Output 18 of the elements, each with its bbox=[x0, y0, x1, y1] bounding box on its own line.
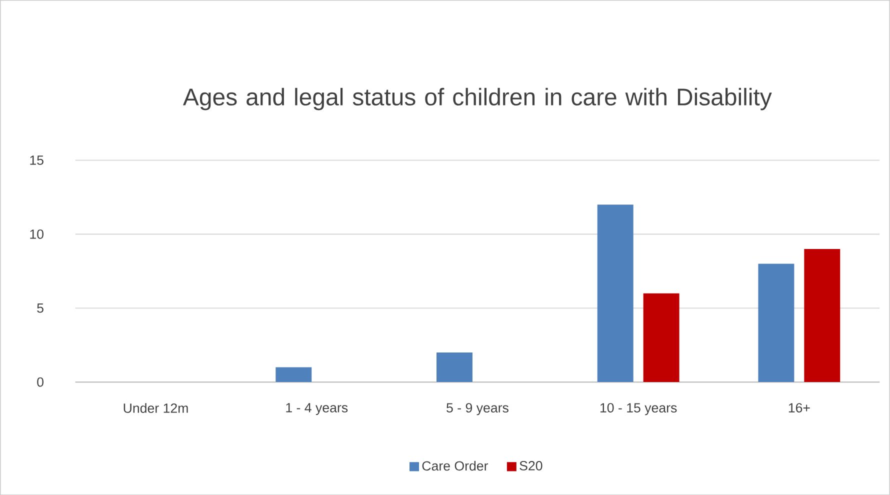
x-tick-label: 10 - 15 years bbox=[600, 402, 677, 415]
bar bbox=[436, 352, 472, 382]
x-tick-label: 5 - 9 years bbox=[446, 402, 508, 415]
legend-label: Care Order bbox=[422, 460, 488, 470]
bar bbox=[276, 367, 312, 382]
chart-title: Ages and legal status of children in care with Disability bbox=[182, 88, 772, 110]
y-tick-label: 5 bbox=[37, 303, 44, 313]
y-tick-label: 0 bbox=[37, 377, 44, 387]
bar bbox=[643, 293, 680, 382]
x-tick-label: Under 12m bbox=[124, 402, 188, 413]
x-tick-label: 1 - 4 years bbox=[286, 402, 348, 415]
x-tick-label: 16+ bbox=[788, 402, 810, 412]
bar bbox=[804, 248, 840, 382]
bar bbox=[597, 204, 634, 382]
y-tick-label: 10 bbox=[30, 229, 44, 239]
y-tick-label: 15 bbox=[30, 155, 44, 165]
bar bbox=[758, 264, 794, 382]
legend-label: S20 bbox=[520, 460, 542, 470]
